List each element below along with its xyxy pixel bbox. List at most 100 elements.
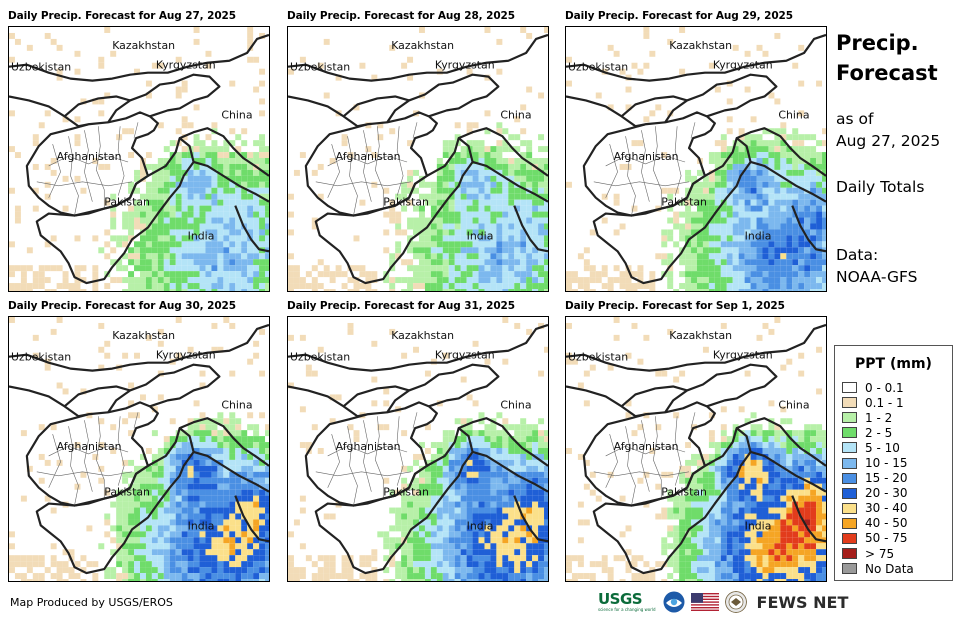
precip-cell: [229, 567, 236, 574]
precip-cell: [774, 229, 781, 236]
precip-cell: [750, 489, 757, 496]
precip-cell: [526, 283, 533, 289]
precip-cell: [229, 223, 236, 230]
precip-cell: [98, 110, 105, 117]
precip-cell: [774, 555, 781, 562]
precip-cell: [430, 543, 437, 550]
precip-cell: [780, 513, 787, 520]
precip-cell: [520, 465, 527, 472]
precip-cell: [139, 211, 146, 218]
district-boundary: [363, 420, 372, 492]
precip-cell: [205, 537, 212, 544]
precip-cell: [413, 513, 419, 520]
precip-cell: [217, 253, 224, 260]
precip-cell: [625, 271, 632, 278]
precip-cell: [163, 271, 170, 278]
precip-cell: [496, 235, 503, 242]
precip-cell: [265, 579, 269, 581]
precip-cell: [484, 501, 491, 508]
precip-cell: [460, 211, 467, 218]
precip-cell: [401, 573, 408, 579]
precip-cell: [756, 241, 763, 248]
precip-cell: [193, 241, 200, 248]
precip-cell: [323, 561, 330, 568]
precip-cell: [685, 513, 692, 520]
precip-cell: [726, 465, 733, 472]
precip-cell: [347, 328, 354, 335]
precip-cell: [502, 259, 509, 266]
precip-cell: [181, 283, 188, 289]
precip-cell: [744, 169, 751, 176]
precip-cell: [157, 199, 164, 206]
precip-cell: [762, 277, 769, 284]
precip-cell: [496, 128, 503, 135]
precip-cell: [442, 430, 449, 437]
precip-cell: [780, 448, 787, 454]
precip-cell: [288, 253, 294, 260]
precip-cell: [265, 289, 269, 291]
precip-cell: [436, 283, 443, 289]
precip-cell: [175, 217, 182, 224]
country-label-afghanistan: Afghanistan: [336, 150, 401, 163]
precip-cell: [128, 187, 135, 194]
precip-cell: [750, 146, 757, 153]
precip-cell: [247, 489, 254, 496]
precip-cell: [685, 489, 692, 496]
precip-cell: [211, 322, 218, 329]
precip-cell: [134, 247, 140, 254]
precip-cell: [169, 555, 176, 562]
precip-cell: [223, 495, 230, 502]
precip-cell: [484, 169, 491, 176]
precip-cell: [679, 471, 686, 478]
precip-cell: [74, 175, 81, 182]
precip-cell: [532, 477, 539, 484]
precip-cell: [526, 169, 533, 176]
precip-cell: [816, 175, 823, 182]
precip-cell: [502, 430, 509, 437]
precip-cell: [223, 169, 230, 176]
precip-cell: [768, 519, 775, 526]
precip-cell: [134, 289, 140, 291]
precip-cell: [235, 152, 242, 159]
precip-cell: [472, 169, 479, 176]
precip-cell: [157, 247, 164, 254]
precip-cell: [822, 187, 826, 194]
precip-cell: [157, 62, 164, 69]
precip-cell: [538, 205, 545, 212]
precip-cell: [490, 259, 497, 266]
precip-cell: [804, 229, 811, 236]
precip-cell: [643, 334, 650, 341]
precip-cell: [116, 555, 123, 562]
precip-cell: [44, 193, 51, 200]
precip-cell: [395, 537, 402, 544]
precip-cell: [649, 271, 656, 278]
precip-cell: [679, 519, 686, 526]
precip-cell: [454, 223, 461, 230]
precip-cell: [798, 44, 805, 51]
precip-cell: [401, 277, 408, 284]
precip-cell: [780, 507, 787, 514]
precip-cell: [738, 223, 745, 230]
precip-cell: [223, 146, 230, 153]
precip-cell: [181, 241, 188, 248]
precip-cell: [265, 495, 269, 502]
precip-cell: [774, 187, 781, 194]
as-of-date: as of Aug 27, 2025: [836, 108, 940, 152]
precip-cell: [229, 370, 236, 377]
precip-cell: [804, 241, 811, 248]
precip-cell: [768, 289, 775, 291]
precip-cell: [253, 525, 260, 532]
precip-cell: [756, 501, 763, 508]
precip-cell: [169, 519, 176, 526]
precip-cell: [744, 217, 751, 224]
precip-cell: [774, 519, 781, 526]
precip-cell: [460, 223, 467, 230]
precip-cell: [673, 495, 680, 502]
precip-cell: [436, 453, 443, 460]
precip-cell: [780, 122, 787, 129]
precip-cell: [259, 459, 266, 466]
precip-cell: [685, 247, 692, 254]
precip-cell: [223, 199, 230, 206]
precip-cell: [169, 513, 176, 520]
precip-cell: [329, 271, 336, 278]
